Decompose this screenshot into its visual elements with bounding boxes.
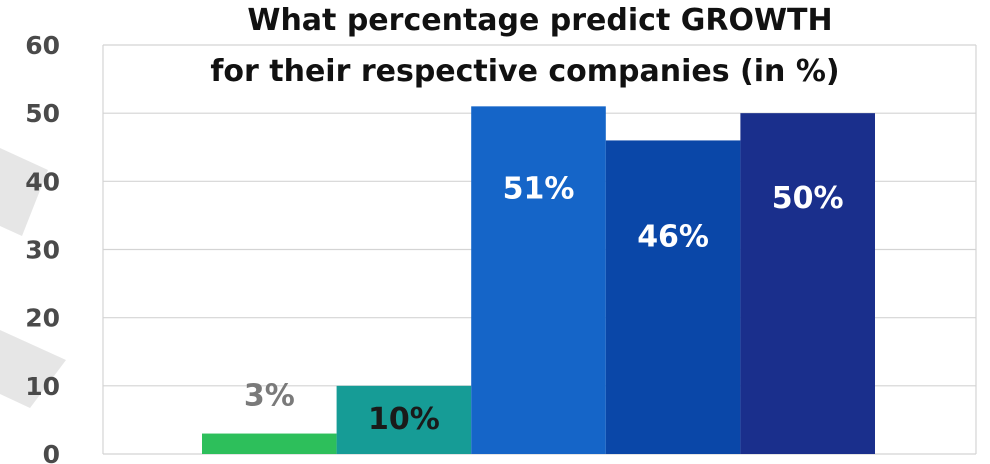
bar xyxy=(336,385,472,454)
y-tick-label: 0 xyxy=(43,440,60,464)
y-axis-ticks: 0 10 20 30 40 50 60 xyxy=(25,31,60,464)
y-tick-label: 30 xyxy=(25,236,60,265)
y-tick-label: 20 xyxy=(25,304,60,333)
data-label: 10% xyxy=(368,402,440,437)
bar xyxy=(605,140,741,454)
chart-title: What percentage predict GROWTH for their… xyxy=(210,3,839,89)
y-tick-label: 60 xyxy=(25,31,60,60)
y-tick-label: 10 xyxy=(25,372,60,401)
bar xyxy=(740,113,875,455)
chart-title-line-1: What percentage predict GROWTH xyxy=(247,3,832,38)
data-label: 3% xyxy=(244,379,295,414)
data-labels: 3% 10% 51% 46% 50% xyxy=(244,171,844,436)
data-label: 51% xyxy=(503,171,575,206)
bars xyxy=(202,106,875,455)
y-tick-label: 40 xyxy=(25,167,60,196)
chart-title-line-2: for their respective companies (in %) xyxy=(210,54,839,89)
data-label: 46% xyxy=(637,219,709,254)
data-label: 50% xyxy=(772,181,844,216)
decor-shape-lower xyxy=(0,330,66,408)
y-tick-label: 50 xyxy=(25,99,60,128)
bar xyxy=(202,433,337,454)
background-decoration xyxy=(0,148,66,408)
decor-shape-upper xyxy=(0,148,48,236)
bar xyxy=(471,106,606,454)
